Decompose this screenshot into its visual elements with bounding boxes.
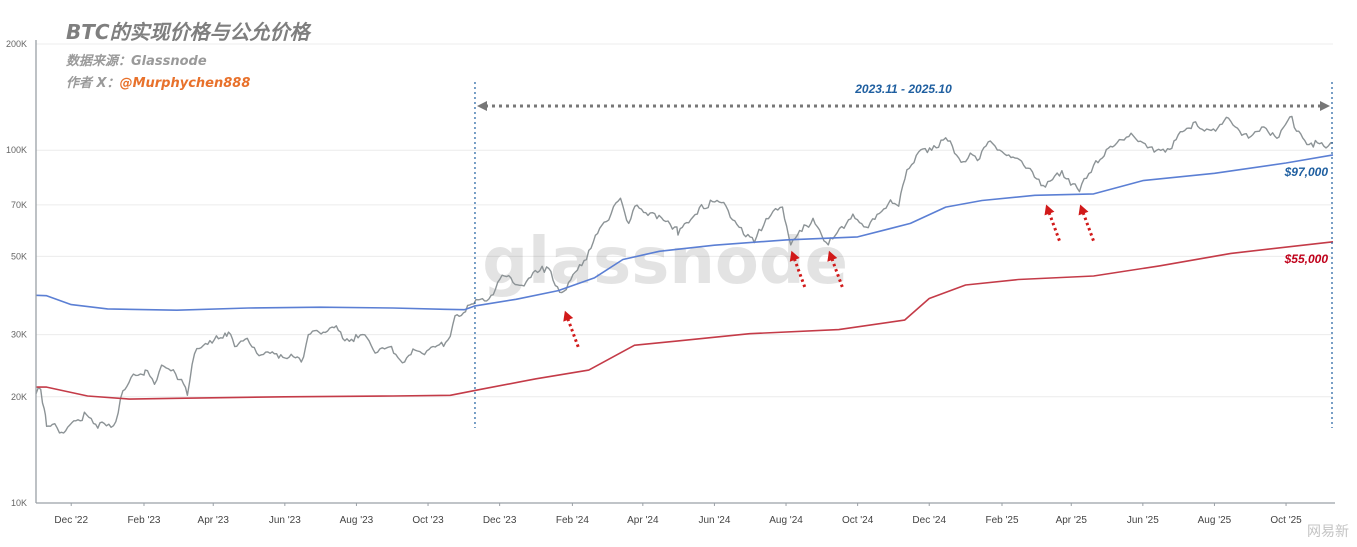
- y-tick-label: 200K: [6, 39, 27, 49]
- x-tick-label: Dec '23: [483, 515, 517, 526]
- x-tick-label: Oct '24: [842, 515, 874, 526]
- chart-title: BTC的实现价格与公允价格: [66, 20, 310, 44]
- x-tick-label: Apr '23: [198, 515, 230, 526]
- y-tick-label: 30K: [11, 330, 27, 340]
- glassnode-logo-watermark: glassnode: [482, 225, 848, 299]
- x-tick-label: Apr '25: [1056, 515, 1088, 526]
- x-tick-label: Aug '23: [340, 515, 374, 526]
- chart-series: [35, 115, 1334, 434]
- x-tick-label: Aug '25: [1198, 515, 1232, 526]
- red-arrow-head: [1044, 204, 1055, 216]
- red-arrow-head: [1078, 204, 1089, 216]
- x-tick-label: Oct '23: [412, 515, 444, 526]
- data-source-label: 数据来源：Glassnode: [66, 54, 207, 69]
- chart-axes: 10K 20K 30K 50K 70K 100K 200K Dec '22 Feb '23 Apr…: [6, 39, 1335, 526]
- bracket-right-arrowhead: [1320, 101, 1330, 111]
- chart-annotations: 2023.11 - 2025.10 $97,000 $55,000: [474, 82, 1333, 428]
- series-realized_price-line: [36, 241, 1334, 400]
- y-tick-label: 70K: [11, 200, 27, 210]
- x-tick-label: Oct '25: [1270, 515, 1302, 526]
- x-tick-label: Jun '25: [1127, 515, 1159, 526]
- bracket-label: 2023.11 - 2025.10: [854, 82, 952, 96]
- author-label: 作者 X：: [66, 76, 120, 91]
- y-tick-label: 50K: [11, 251, 27, 261]
- x-tick-label: Aug '24: [769, 515, 803, 526]
- red-arrow-head: [563, 310, 574, 322]
- x-tick-label: Dec '22: [54, 515, 88, 526]
- red-arrow-head: [789, 250, 800, 262]
- x-tick-label: Feb '24: [556, 515, 589, 526]
- y-tick-label: 10K: [11, 498, 27, 508]
- y-tick-label: 20K: [11, 392, 27, 402]
- red-arrow-shaft: [565, 316, 580, 348]
- platform-watermark: 网易新: [1307, 524, 1349, 540]
- bracket-left-arrowhead: [476, 101, 487, 111]
- x-tick-label: Dec '24: [912, 515, 946, 526]
- x-tick-label: Jun '24: [698, 515, 730, 526]
- x-tick-label: Jun '23: [269, 515, 301, 526]
- red-arrow-head: [827, 250, 838, 262]
- series-price-line: [35, 115, 1334, 434]
- series-fair_price-value-label: $97,000: [1284, 165, 1329, 179]
- author-handle-link[interactable]: @Murphychen888: [119, 76, 251, 91]
- red-arrow-shaft: [1081, 210, 1095, 242]
- red-arrow-shaft: [1047, 210, 1061, 242]
- x-tick-label: Feb '25: [985, 515, 1018, 526]
- y-tick-label: 100K: [6, 145, 27, 155]
- x-tick-label: Feb '23: [127, 515, 160, 526]
- series-realized_price-value-label: $55,000: [1284, 252, 1329, 266]
- x-tick-label: Apr '24: [627, 515, 659, 526]
- series-fair_price-line: [35, 154, 1334, 311]
- author-line: 作者 X：@Murphychen888: [66, 72, 250, 91]
